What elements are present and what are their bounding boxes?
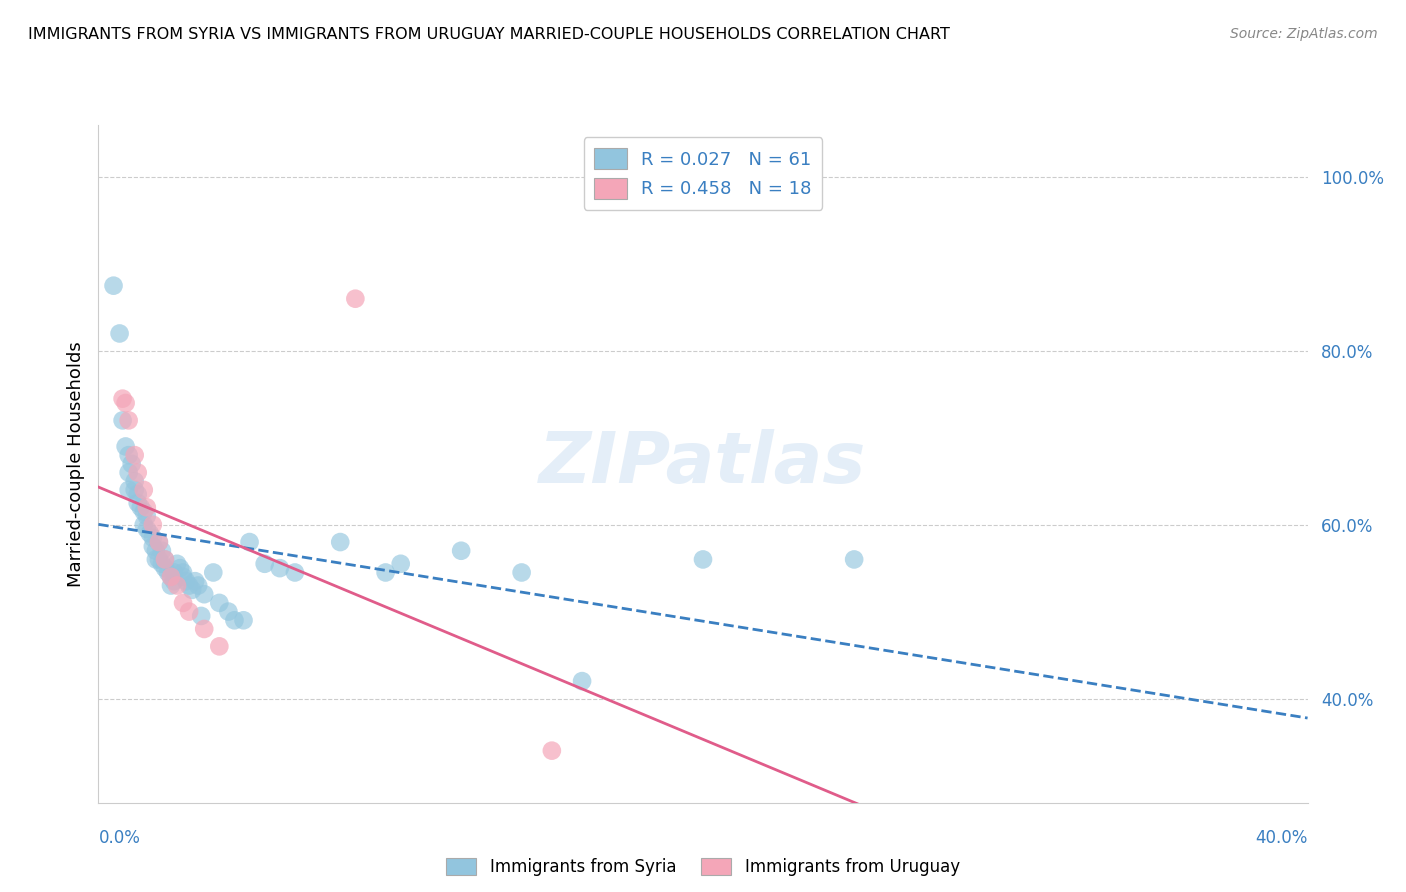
Point <box>142 517 165 532</box>
Point <box>114 440 136 454</box>
Point <box>132 505 155 519</box>
Point <box>169 561 191 575</box>
Point <box>111 392 134 406</box>
Point <box>132 517 155 532</box>
Point <box>156 566 179 580</box>
Point <box>160 570 183 584</box>
Point <box>153 561 176 575</box>
Point <box>329 535 352 549</box>
Point <box>190 609 212 624</box>
Point <box>177 578 201 592</box>
Point <box>344 292 367 306</box>
Point <box>174 574 197 589</box>
Point <box>208 596 231 610</box>
Point <box>202 566 225 580</box>
Point <box>118 483 141 497</box>
Point <box>450 543 472 558</box>
Point <box>540 744 562 758</box>
Point <box>121 457 143 471</box>
Point <box>166 557 188 571</box>
Point <box>160 570 183 584</box>
Point <box>103 278 125 293</box>
Point <box>139 526 162 541</box>
Point <box>118 413 141 427</box>
Point <box>269 561 291 575</box>
Point <box>389 557 412 571</box>
Point <box>127 466 149 480</box>
Point <box>142 531 165 545</box>
Point <box>177 605 201 619</box>
Point <box>148 552 170 566</box>
Point <box>153 552 176 566</box>
Point <box>239 535 262 549</box>
Point <box>163 566 186 580</box>
Point <box>172 596 194 610</box>
Point <box>571 674 593 689</box>
Point <box>135 522 157 536</box>
Point <box>148 535 170 549</box>
Point <box>145 552 167 566</box>
Point <box>111 413 134 427</box>
Point <box>135 500 157 515</box>
Point <box>844 552 866 566</box>
Point <box>135 508 157 523</box>
Point <box>124 474 146 488</box>
Text: 0.0%: 0.0% <box>98 829 141 847</box>
Text: IMMIGRANTS FROM SYRIA VS IMMIGRANTS FROM URUGUAY MARRIED-COUPLE HOUSEHOLDS CORRE: IMMIGRANTS FROM SYRIA VS IMMIGRANTS FROM… <box>28 27 950 42</box>
Legend: Immigrants from Syria, Immigrants from Uruguay: Immigrants from Syria, Immigrants from U… <box>440 851 966 882</box>
Point <box>692 552 714 566</box>
Point <box>374 566 396 580</box>
Point <box>510 566 533 580</box>
Point <box>118 448 141 462</box>
Point <box>166 578 188 592</box>
Point <box>284 566 307 580</box>
Point <box>163 574 186 589</box>
Point <box>208 640 231 654</box>
Text: ZIPatlas: ZIPatlas <box>540 429 866 499</box>
Point <box>224 613 246 627</box>
Point <box>108 326 131 341</box>
Point <box>150 543 173 558</box>
Y-axis label: Married-couple Households: Married-couple Households <box>66 341 84 587</box>
Text: 40.0%: 40.0% <box>1256 829 1308 847</box>
Point <box>181 582 204 597</box>
Point <box>232 613 254 627</box>
Point <box>132 483 155 497</box>
Point <box>124 448 146 462</box>
Point <box>193 622 215 636</box>
Point <box>160 578 183 592</box>
Point <box>114 396 136 410</box>
Point <box>118 466 141 480</box>
Point <box>142 540 165 554</box>
Point <box>153 552 176 566</box>
Point <box>187 578 209 592</box>
Point <box>172 566 194 580</box>
Point <box>150 557 173 571</box>
Point <box>127 496 149 510</box>
Point <box>193 587 215 601</box>
Point <box>129 500 152 515</box>
Text: Source: ZipAtlas.com: Source: ZipAtlas.com <box>1230 27 1378 41</box>
Point <box>184 574 207 589</box>
Point <box>145 543 167 558</box>
Point <box>217 605 239 619</box>
Point <box>172 570 194 584</box>
Point <box>127 487 149 501</box>
Point <box>124 483 146 497</box>
Point <box>253 557 276 571</box>
Point <box>148 535 170 549</box>
